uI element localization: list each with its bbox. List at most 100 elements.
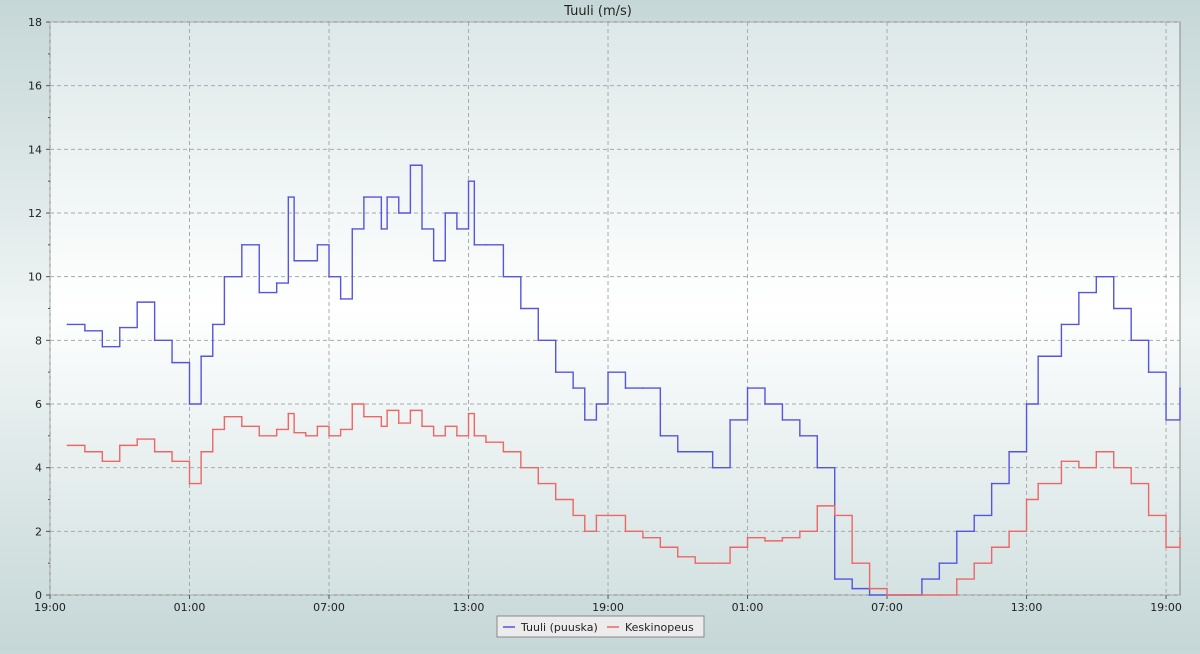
data-point [421, 425, 423, 428]
data-point [293, 259, 295, 262]
data-point [316, 244, 319, 246]
data-point [287, 412, 290, 415]
data-point [642, 536, 644, 539]
data-point [1060, 323, 1063, 326]
data-point [537, 339, 540, 342]
data-point [66, 323, 69, 326]
data-point [938, 562, 941, 564]
data-point [764, 540, 766, 542]
data-point [1025, 403, 1028, 405]
data-point [903, 594, 906, 596]
x-tick-label: 01:00 [732, 601, 764, 614]
x-tick-label: 19:00 [1150, 601, 1182, 614]
data-point [328, 435, 330, 437]
data-point [851, 562, 853, 564]
data-point [467, 412, 470, 415]
data-point [990, 546, 993, 549]
data-point [955, 578, 958, 580]
x-tick-label: 07:00 [313, 601, 345, 614]
series-line [67, 403, 1181, 596]
data-point [304, 259, 307, 262]
legend-box [496, 615, 705, 638]
data-point [421, 228, 423, 230]
data-point [520, 466, 522, 469]
data-point [502, 450, 505, 453]
data-point [502, 275, 505, 278]
data-point [351, 228, 354, 230]
data-point [153, 339, 156, 342]
data-point [537, 482, 540, 485]
data-point [188, 403, 191, 405]
data-point [572, 514, 574, 517]
y-tick-label: 4 [35, 462, 42, 475]
data-point [1025, 498, 1028, 501]
y-tick-label: 8 [35, 334, 42, 347]
data-point [583, 530, 586, 533]
data-point [328, 275, 330, 278]
data-point [595, 514, 598, 517]
data-point [624, 530, 627, 533]
x-tick-label: 01:00 [174, 601, 206, 614]
data-point [921, 578, 923, 580]
data-point [781, 419, 784, 421]
x-tick-label: 19:00 [592, 601, 624, 614]
data-point [1147, 514, 1150, 517]
legend: Tuuli (puuska) Keskinopeus [496, 615, 705, 638]
y-tick-label: 10 [28, 271, 42, 284]
data-point [293, 431, 295, 434]
data-point [409, 164, 412, 167]
data-point [868, 594, 871, 596]
data-point [729, 419, 731, 421]
data-point [467, 180, 470, 182]
legend-label: Tuuli (puuska) [520, 621, 598, 634]
data-point [572, 387, 574, 389]
data-point [729, 546, 731, 549]
plot-area [49, 21, 1181, 596]
data-point [287, 196, 290, 198]
data-point [363, 415, 365, 418]
data-point [990, 482, 993, 485]
data-point [676, 556, 679, 558]
data-point [432, 259, 435, 262]
data-point [275, 282, 278, 284]
data-point [711, 466, 714, 469]
data-point [886, 594, 888, 596]
data-point [607, 514, 609, 517]
data-point [1078, 291, 1080, 294]
data-point [1078, 466, 1080, 469]
data-point [153, 450, 156, 453]
data-point [118, 326, 121, 329]
data-point [694, 562, 697, 564]
data-point [676, 450, 679, 453]
data-point [1060, 460, 1063, 463]
data-point [711, 562, 714, 564]
data-point [973, 562, 976, 564]
data-point [188, 482, 191, 485]
data-point [799, 435, 801, 437]
data-point [1095, 275, 1098, 278]
y-tick-label: 16 [28, 80, 42, 93]
y-tick-label: 2 [35, 525, 42, 538]
data-point [554, 498, 557, 501]
data-point [485, 244, 487, 246]
data-point [694, 450, 697, 453]
data-point [136, 438, 138, 440]
data-point [223, 275, 226, 278]
data-point [241, 425, 243, 428]
data-point [868, 587, 871, 590]
data-point [409, 409, 412, 412]
data-point [275, 428, 278, 431]
data-point [339, 298, 342, 300]
data-point [351, 403, 354, 405]
data-point [1179, 387, 1181, 389]
data-point [432, 435, 435, 437]
data-point [473, 435, 476, 437]
data-point [520, 307, 522, 310]
data-point [200, 450, 202, 453]
data-point [66, 444, 69, 447]
data-point [211, 323, 214, 326]
data-point [171, 460, 173, 463]
data-point [1095, 450, 1098, 453]
data-point [444, 425, 447, 428]
